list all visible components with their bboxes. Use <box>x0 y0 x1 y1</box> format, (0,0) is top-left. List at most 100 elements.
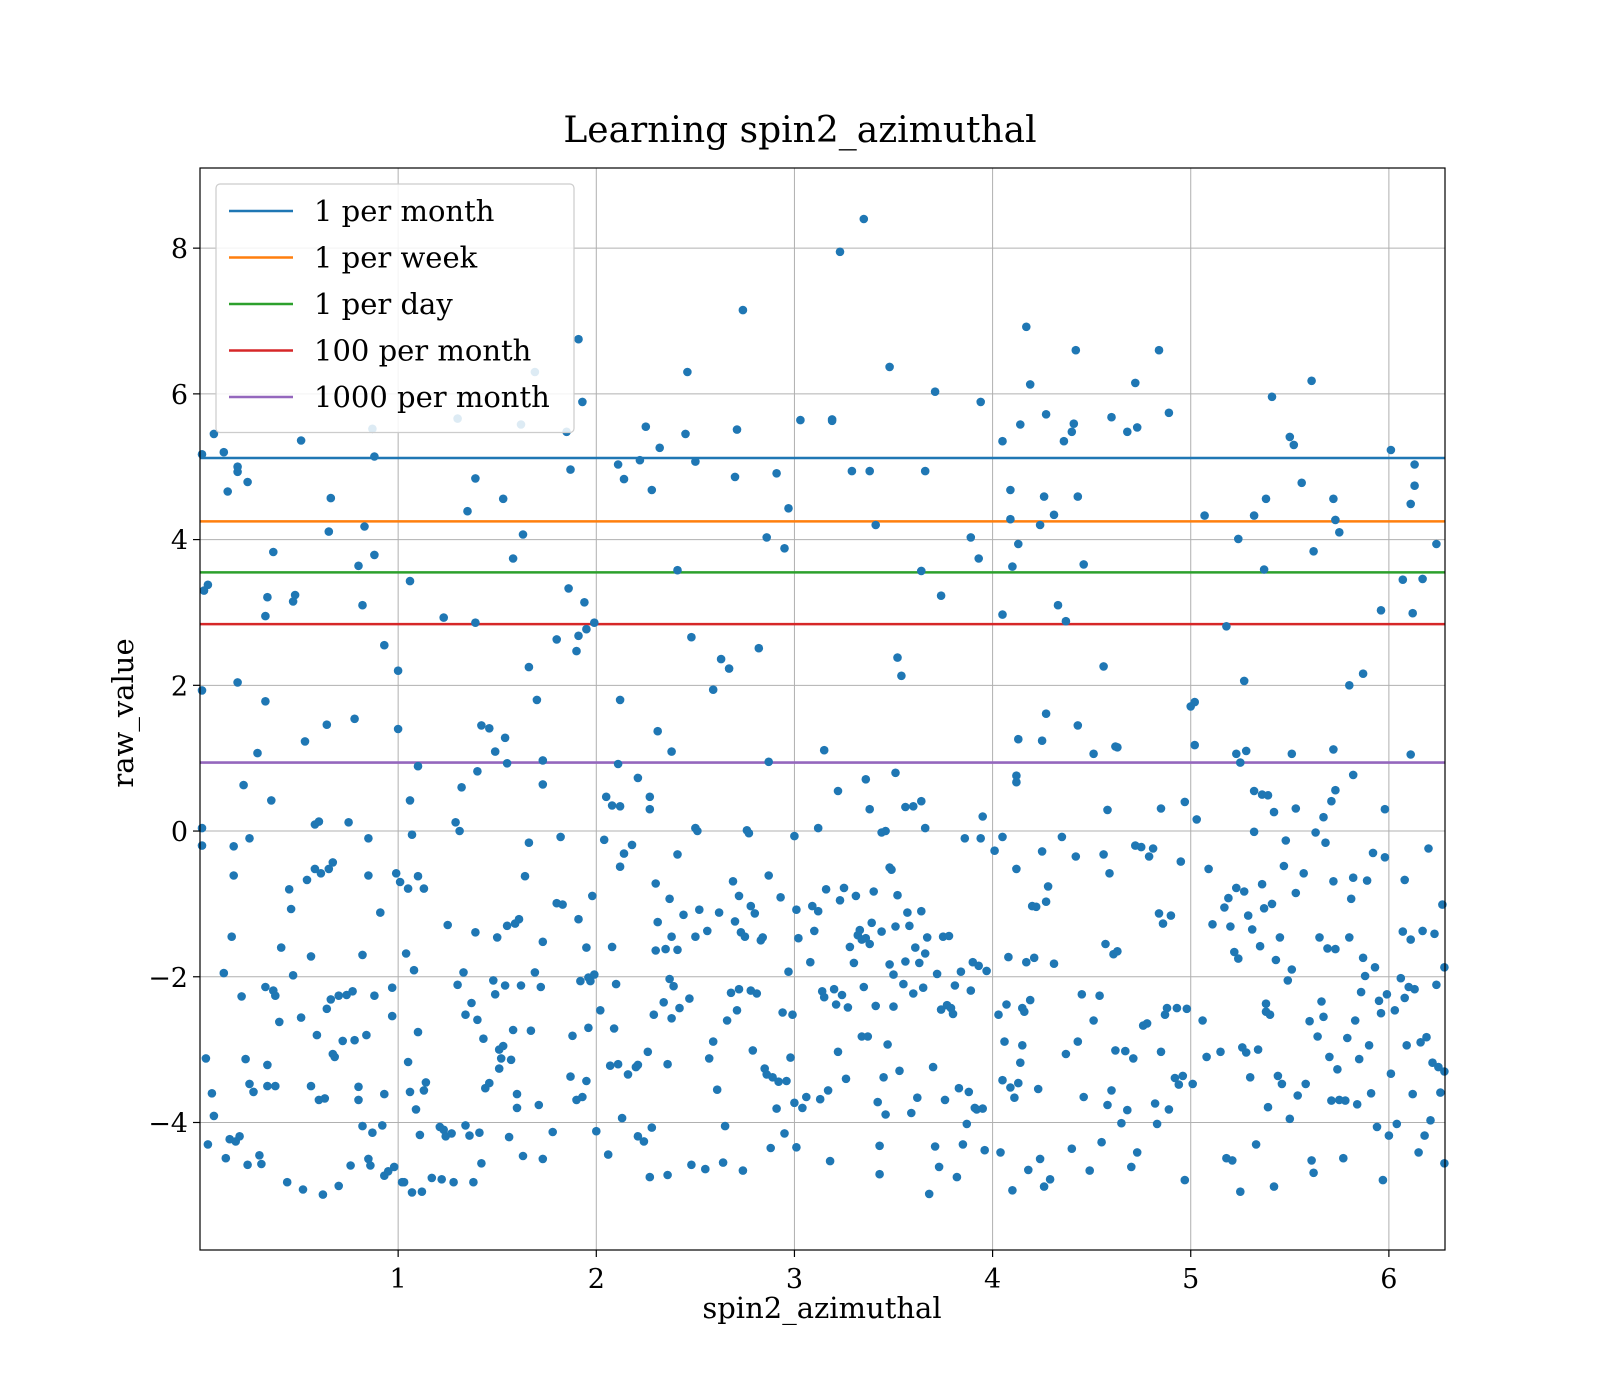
scatter-point <box>673 945 682 955</box>
scatter-point <box>1069 419 1079 429</box>
scatter-point <box>1309 1168 1318 1178</box>
scatter-point <box>1202 1052 1211 1062</box>
scatter-point <box>328 858 338 867</box>
scatter-point <box>322 1004 332 1014</box>
scatter-point <box>324 864 334 874</box>
scatter-point <box>504 1132 514 1142</box>
scatter-point <box>1107 412 1116 422</box>
scatter-point <box>1014 1078 1023 1088</box>
scatter-point <box>599 835 609 845</box>
scatter-point <box>1249 827 1259 837</box>
scatter-point <box>1164 1105 1174 1114</box>
scatter-point <box>1077 990 1087 999</box>
scatter-point <box>518 530 528 539</box>
scatter-point <box>847 466 857 476</box>
scatter-point <box>1152 1119 1162 1129</box>
scatter-point <box>364 1154 373 1164</box>
scatter-point <box>1174 1080 1184 1089</box>
scatter-point <box>1123 1105 1132 1115</box>
scatter-point <box>207 1089 217 1098</box>
scatter-point <box>1345 933 1354 942</box>
scatter-point <box>1311 828 1320 837</box>
scatter-point <box>370 991 379 1000</box>
legend-label: 1 per week <box>314 241 478 275</box>
scatter-point <box>209 429 219 439</box>
scatter-point <box>284 885 294 894</box>
scatter-point <box>393 666 403 675</box>
scatter-point <box>312 1030 322 1040</box>
scatter-point <box>330 1052 340 1062</box>
scatter-point <box>1025 995 1035 1005</box>
scatter-point <box>764 757 773 767</box>
scatter-point <box>833 786 843 796</box>
scatter-point <box>653 726 662 736</box>
scatter-point <box>1428 1058 1437 1067</box>
scatter-point <box>536 982 546 992</box>
scatter-point <box>712 1085 722 1094</box>
scatter-point <box>714 908 724 917</box>
scatter-point <box>1014 539 1023 549</box>
scatter-point <box>512 1103 522 1113</box>
scatter-point <box>1103 1100 1112 1110</box>
scatter-point <box>802 1092 811 1102</box>
scatter-point <box>611 979 621 989</box>
scatter-point <box>1263 1102 1273 1112</box>
scatter-point <box>924 1189 934 1199</box>
scatter-point <box>1380 853 1390 862</box>
scatter-point <box>875 1141 884 1151</box>
scatter-point <box>461 1121 470 1130</box>
scatter-point <box>901 802 910 812</box>
scatter-point <box>288 971 298 980</box>
scatter-point <box>1372 1122 1382 1132</box>
scatter-point <box>1180 1175 1190 1185</box>
scatter-point <box>865 466 874 476</box>
scatter-point <box>1016 1058 1025 1067</box>
scatter-point <box>899 979 908 989</box>
scatter-point <box>623 1070 633 1079</box>
scatter-point <box>403 884 413 893</box>
scatter-point <box>1341 1096 1350 1105</box>
scatter-point <box>1232 749 1241 759</box>
scatter-point <box>1162 1003 1172 1013</box>
scatter-point <box>209 1111 219 1121</box>
scatter-point <box>574 914 583 924</box>
scatter-point <box>889 970 898 979</box>
scatter-point <box>1230 947 1239 957</box>
scatter-point <box>393 724 403 734</box>
x-tick-label: 5 <box>1182 1264 1199 1295</box>
scatter-point <box>584 1023 593 1033</box>
scatter-point <box>477 1159 486 1168</box>
y-tick-label: −4 <box>148 1108 188 1139</box>
scatter-point <box>744 828 754 838</box>
scatter-point <box>344 818 353 827</box>
scatter-point <box>1073 492 1083 501</box>
scatter-point <box>905 921 914 931</box>
scatter-point <box>891 922 900 931</box>
scatter-point <box>1154 909 1164 918</box>
scatter-point <box>885 362 894 372</box>
scatter-point <box>843 1003 853 1012</box>
scatter-point <box>730 472 740 482</box>
scatter-point <box>1348 770 1358 780</box>
scatter-point <box>881 826 890 836</box>
scatter-point <box>1057 832 1067 842</box>
scatter-point <box>508 1025 518 1035</box>
scatter-point <box>1224 893 1233 903</box>
scatter-point <box>1035 1154 1045 1164</box>
scatter-point <box>1079 560 1088 569</box>
scatter-point <box>286 904 296 914</box>
scatter-point <box>1071 345 1081 355</box>
scatter-point <box>1041 709 1051 718</box>
scatter-point <box>1275 933 1285 942</box>
scatter-point <box>1368 848 1378 858</box>
scatter-point <box>1418 926 1427 936</box>
scatter-point <box>227 932 236 941</box>
scatter-point <box>1099 850 1108 859</box>
scatter-point <box>467 998 476 1008</box>
scatter-point <box>354 561 363 571</box>
scatter-point <box>619 849 629 858</box>
scatter-point <box>263 1060 272 1070</box>
scatter-point <box>1103 805 1112 815</box>
scatter-point <box>219 968 229 978</box>
scatter-point <box>1049 959 1059 968</box>
